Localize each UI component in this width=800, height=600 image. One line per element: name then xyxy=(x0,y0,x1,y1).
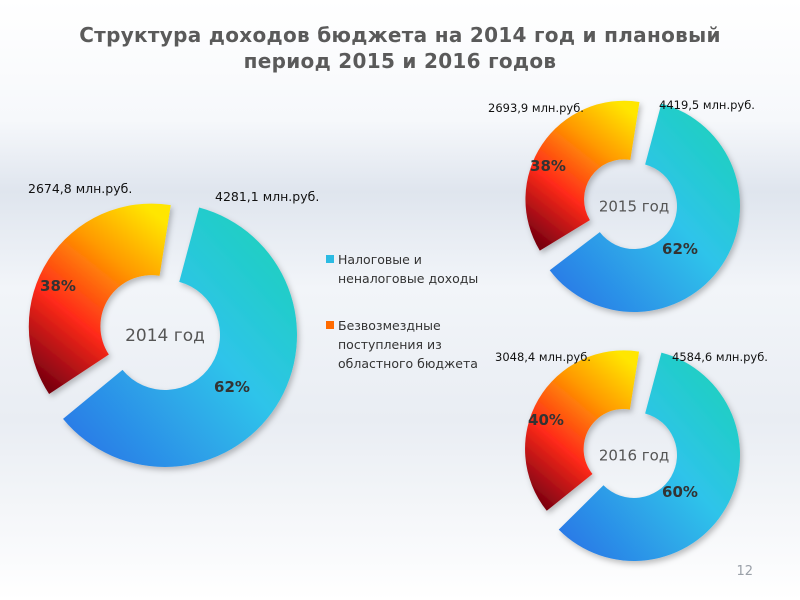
title-line-1: Структура доходов бюджета на 2014 год и … xyxy=(79,23,721,47)
slice-tax-3 xyxy=(558,352,741,561)
value-label-1-transfer: 2674,8 млн.руб. xyxy=(28,181,132,196)
chart-title-1: 2014 год xyxy=(125,326,205,346)
chart-title-3: 2016 год xyxy=(599,446,669,464)
donut-chart-2: 2015 год 62% 38% 4419,5 млн.руб. 2693,9 млн.… xyxy=(488,98,755,312)
legend-swatch-tax xyxy=(326,255,334,263)
value-label-3-tax: 4584,6 млн.руб. xyxy=(672,350,768,364)
slice-tax-2 xyxy=(549,103,740,312)
percent-label-3-tax: 60% xyxy=(662,483,698,501)
value-label-1-tax: 4281,1 млн.руб. xyxy=(215,189,319,204)
legend-swatch-transfer xyxy=(326,321,334,329)
percent-label-3-transfer: 40% xyxy=(528,411,564,429)
title-line-2: период 2015 и 2016 годов xyxy=(243,49,557,73)
slice-transfer-3 xyxy=(525,350,640,511)
slice-tax-1 xyxy=(63,207,298,467)
chart-title-2: 2015 год xyxy=(599,197,669,215)
slice-transfer-1 xyxy=(28,203,171,394)
page-number: 12 xyxy=(736,564,753,579)
percent-label-2-transfer: 38% xyxy=(530,157,566,175)
donut-chart-1: 2014 год 62% 38% 4281,1 млн.руб. 2674,8 млн.… xyxy=(28,181,319,467)
percent-label-1-tax: 62% xyxy=(214,378,250,396)
slice-transfer-2 xyxy=(525,100,640,251)
slide-title: Структура доходов бюджета на 2014 год и … xyxy=(40,22,760,74)
legend-label-transfer: Безвозмездные поступления из областного … xyxy=(338,318,478,371)
legend-label-tax: Налоговые и неналоговые доходы xyxy=(338,252,479,286)
donut-chart-3: 2016 год 60% 40% 4584,6 млн.руб. 3048,4 млн.… xyxy=(495,350,768,561)
percent-label-1-transfer: 38% xyxy=(40,277,76,295)
percent-label-2-tax: 62% xyxy=(662,240,698,258)
value-label-2-tax: 4419,5 млн.руб. xyxy=(659,98,755,112)
value-label-3-transfer: 3048,4 млн.руб. xyxy=(495,350,591,364)
value-label-2-transfer: 2693,9 млн.руб. xyxy=(488,101,584,115)
